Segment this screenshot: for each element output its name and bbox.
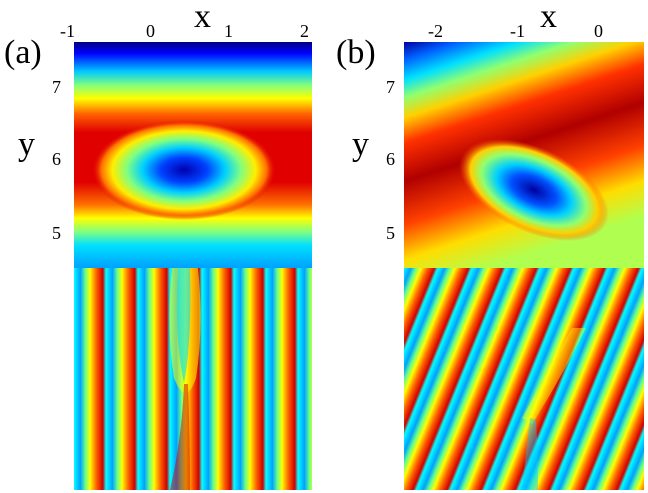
panel-a-amplitude-map [74, 42, 312, 268]
panel-a-x-tick: 0 [146, 21, 155, 41]
panel-b-x-tick: -2 [428, 21, 443, 41]
panel-b-y-tick: 7 [386, 77, 395, 97]
panel-a-y-axis-title: y [18, 126, 35, 163]
panel-b-x-axis-title: x [540, 0, 557, 35]
panel-b-x-tick: 0 [594, 21, 603, 41]
panel-b-label: (b) [336, 34, 376, 71]
panel-a-x-tick: 1 [224, 21, 233, 41]
panel-b-y-tick: 5 [386, 223, 395, 243]
panel-b-y-axis-title: y [352, 126, 369, 163]
panel-a-y-tick: 6 [52, 149, 61, 169]
panel-a-y-tick: 7 [52, 77, 61, 97]
panel-a-x-axis-title: x [194, 0, 211, 35]
panel-a-x-tick: 2 [300, 21, 309, 41]
panel-a-phase-map [74, 268, 312, 490]
panel-b-phase-map [404, 268, 644, 490]
panel-a-y-tick: 5 [52, 223, 61, 243]
panel-b-y-tick: 6 [386, 149, 395, 169]
panel-a-x-tick: -1 [60, 21, 75, 41]
panel-a-label: (a) [4, 34, 42, 71]
panel-b-x-tick: -1 [510, 21, 525, 41]
panel-b-amplitude-map [404, 42, 644, 268]
